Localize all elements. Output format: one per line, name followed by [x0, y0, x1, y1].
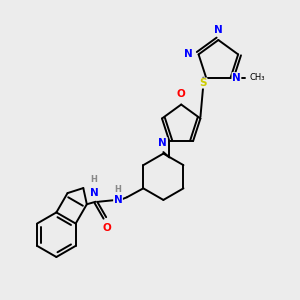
Text: N: N — [232, 73, 241, 83]
Text: N: N — [214, 25, 223, 35]
Text: N: N — [184, 50, 193, 59]
Text: N: N — [158, 138, 167, 148]
Text: H: H — [90, 176, 97, 184]
Text: CH₃: CH₃ — [250, 73, 266, 82]
Text: O: O — [102, 223, 111, 233]
Text: N: N — [90, 188, 99, 198]
Text: H: H — [115, 185, 122, 194]
Text: O: O — [177, 89, 186, 99]
Text: S: S — [200, 78, 207, 88]
Text: N: N — [114, 195, 122, 205]
